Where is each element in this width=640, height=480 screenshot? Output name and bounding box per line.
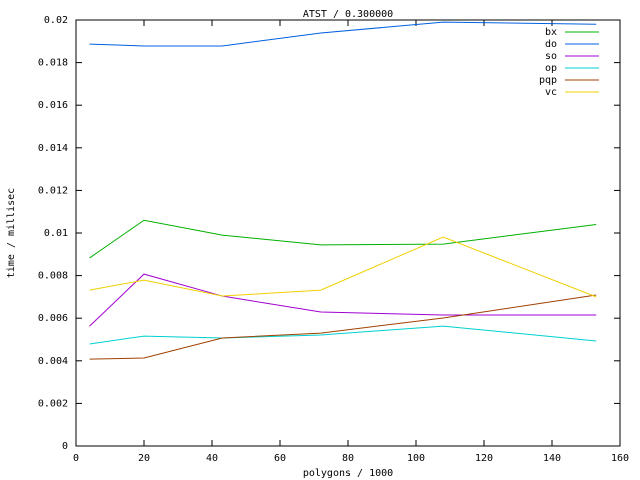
y-tick-label: 0.014: [38, 143, 68, 154]
y-tick-label: 0.01: [44, 228, 68, 239]
legend-label: bx: [545, 27, 557, 38]
chart-title: ATST / 0.300000: [303, 9, 393, 20]
x-tick-label: 20: [138, 453, 150, 464]
x-tick-label: 160: [611, 453, 629, 464]
y-tick-label: 0.012: [38, 185, 68, 196]
x-tick-label: 40: [206, 453, 218, 464]
series-line: [89, 219, 597, 259]
series-line: [89, 273, 597, 327]
series-line: [89, 325, 597, 345]
y-tick-label: 0.008: [38, 271, 68, 282]
x-tick-label: 0: [73, 453, 79, 464]
legend-label: vc: [545, 87, 557, 98]
x-axis-label: polygons / 1000: [303, 468, 393, 479]
y-tick-label: 0.002: [38, 398, 68, 409]
x-tick-label: 60: [274, 453, 286, 464]
legend-label: do: [545, 39, 557, 50]
legend-label: op: [545, 63, 557, 74]
x-tick-label: 80: [342, 453, 354, 464]
x-tick-label: 100: [407, 453, 425, 464]
x-tick-label: 120: [475, 453, 493, 464]
series-line: [89, 21, 597, 47]
y-tick-label: 0.004: [38, 356, 68, 367]
y-tick-label: 0: [62, 441, 68, 452]
y-tick-label: 0.018: [38, 58, 68, 69]
y-axis-label: time / millisec: [6, 188, 17, 278]
y-tick-label: 0.02: [44, 15, 68, 26]
y-tick-label: 0.016: [38, 100, 68, 111]
x-tick-label: 140: [543, 453, 561, 464]
series-line: [89, 294, 597, 360]
series-line: [89, 236, 597, 298]
y-tick-label: 0.006: [38, 313, 68, 324]
legend-label: so: [545, 51, 557, 62]
legend-label: pqp: [539, 75, 557, 86]
